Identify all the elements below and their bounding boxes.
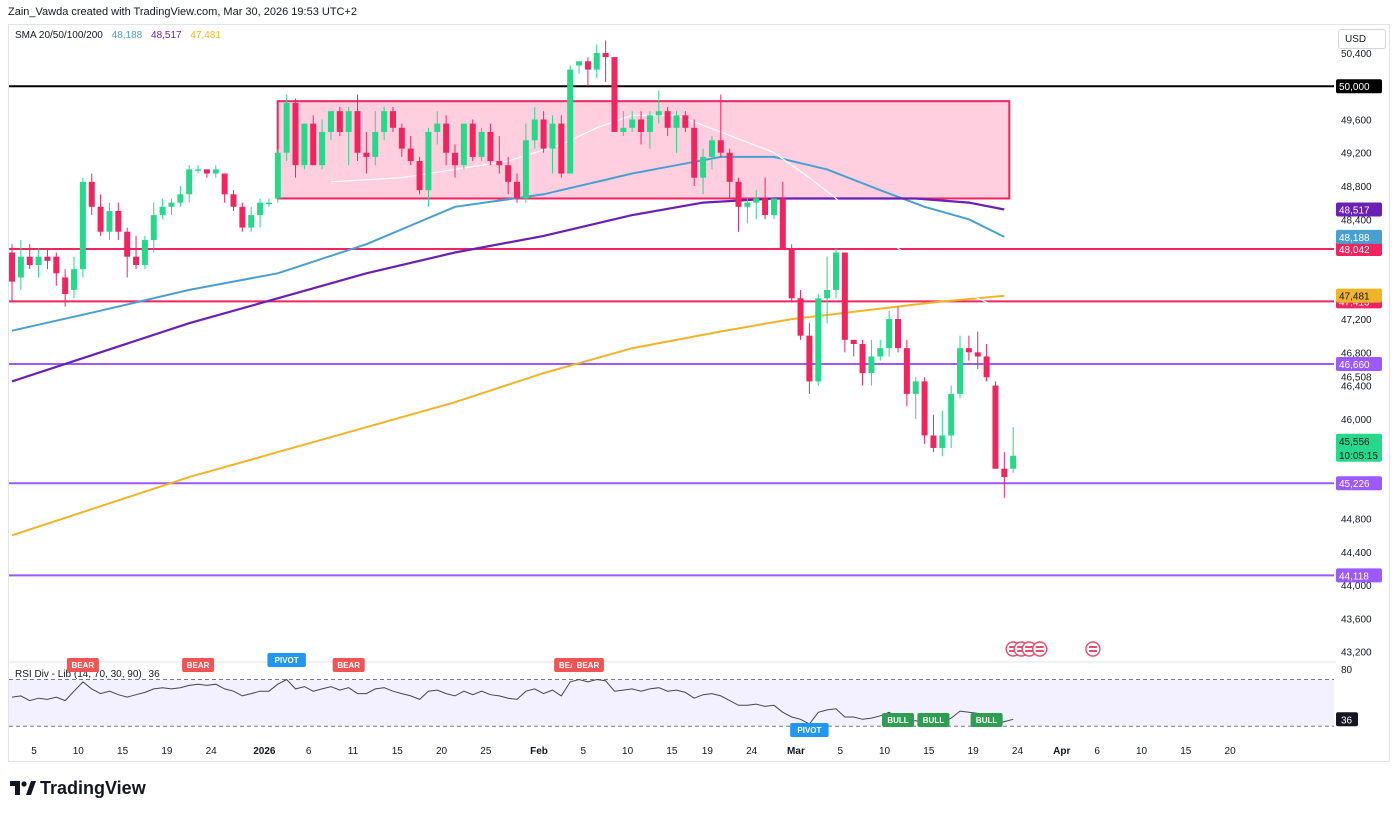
tradingview-logo-text: TradingView [40, 778, 146, 798]
rsi-legend-label: RSI Div - Lib (14, 70, 30, 90) [15, 669, 142, 680]
currency-button[interactable]: USD [1338, 29, 1386, 49]
sma-legend-value-100: 48,517 [151, 30, 182, 41]
tradingview-logo[interactable]: TradingView [10, 778, 146, 799]
rsi-legend[interactable]: RSI Div - Lib (14, 70, 30, 90) 36 [15, 669, 160, 680]
sma-legend-value-20: 48,188 [111, 30, 143, 41]
sma-legend-label: SMA 20/50/100/200 [15, 30, 103, 41]
chart-frame [8, 24, 1390, 762]
sma-legend-value-200: 47,481 [190, 30, 221, 41]
tradingview-logo-icon [10, 780, 36, 795]
sma-legend[interactable]: SMA 20/50/100/200 48,188 48,517 47,481 [15, 30, 227, 41]
attribution-header: Zain_Vawda created with TradingView.com,… [8, 6, 358, 18]
rsi-legend-value: 36 [148, 669, 160, 680]
